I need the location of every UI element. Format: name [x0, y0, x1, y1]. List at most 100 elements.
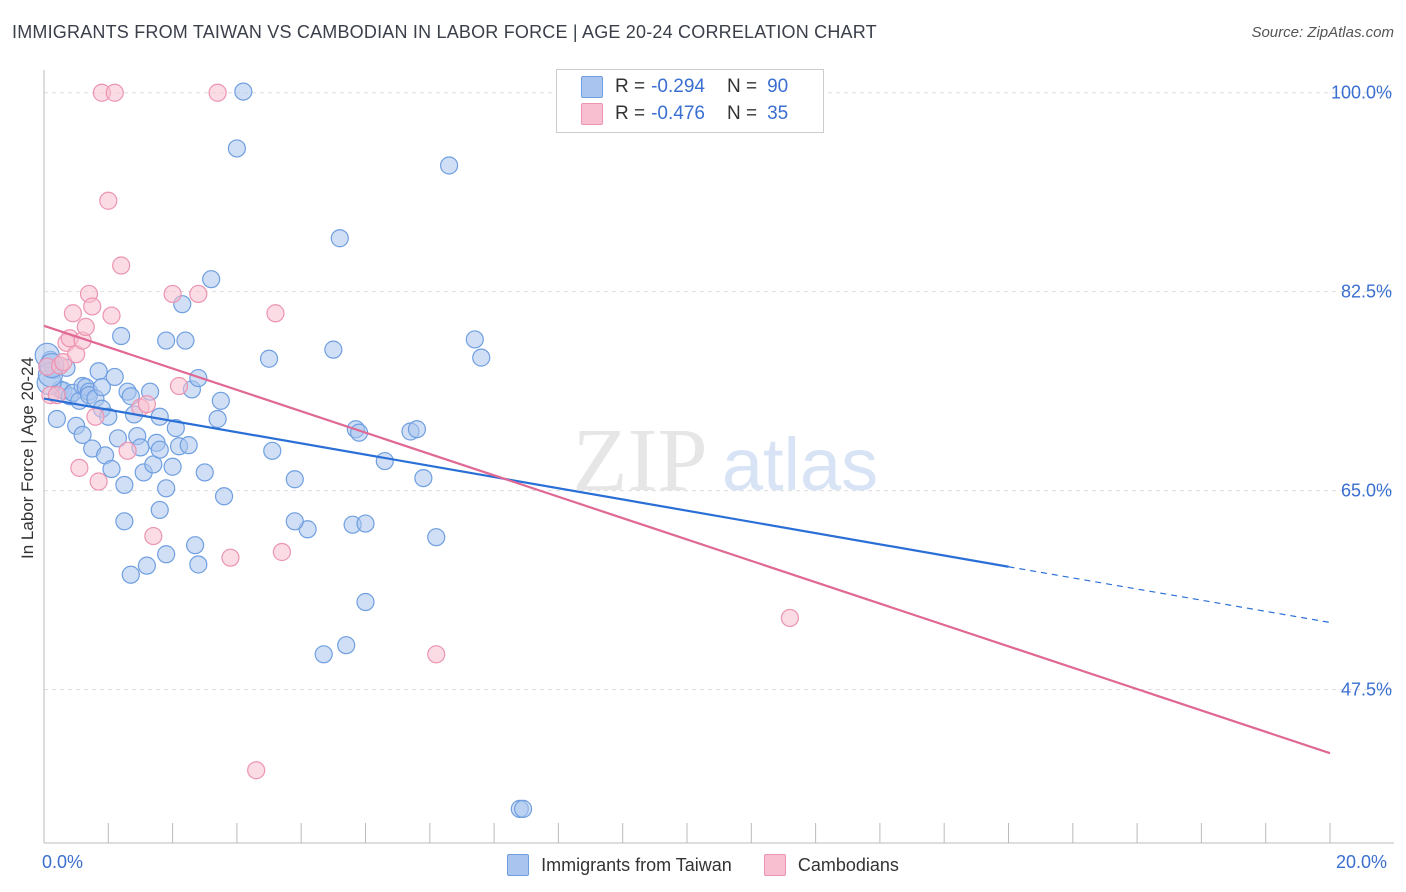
data-point-taiwan	[157, 331, 176, 350]
data-point-taiwan	[112, 326, 131, 346]
data-point-taiwan	[89, 362, 108, 381]
series-swatch-cambodian	[763, 854, 786, 876]
data-point-taiwan	[186, 536, 205, 555]
data-point-cambodian	[76, 317, 95, 337]
data-point-taiwan	[263, 441, 282, 460]
data-point-taiwan	[176, 331, 195, 350]
data-point-taiwan	[407, 420, 427, 439]
data-point-cambodian	[272, 542, 292, 562]
data-point-taiwan	[47, 409, 66, 429]
data-point-taiwan	[356, 592, 375, 612]
series-swatch-taiwan	[507, 854, 530, 876]
data-point-cambodian	[247, 761, 266, 780]
legend-row-cambodian: R = -0.476 N = 35	[581, 101, 788, 127]
data-point-cambodian	[118, 441, 137, 460]
data-point-taiwan	[115, 512, 134, 531]
data-point-taiwan	[285, 470, 304, 489]
legend-n-value: 90	[767, 76, 789, 97]
data-point-taiwan	[356, 514, 375, 533]
data-point-taiwan	[439, 156, 459, 175]
data-point-cambodian	[63, 304, 83, 323]
data-point-cambodian	[105, 83, 124, 102]
data-point-cambodian	[266, 304, 285, 323]
data-point-cambodian	[163, 284, 182, 304]
data-point-taiwan	[150, 440, 169, 459]
data-point-cambodian	[99, 191, 118, 210]
data-point-cambodian	[137, 395, 156, 414]
source-credit: Source: ZipAtlas.com	[1251, 24, 1394, 41]
data-point-taiwan	[513, 799, 533, 818]
data-point-taiwan	[115, 475, 134, 495]
correlation-legend: R = -0.294 N = 90 R = -0.476 N = 35	[556, 69, 824, 133]
y-tick-label: 82.5%	[1341, 282, 1392, 302]
data-point-taiwan	[427, 528, 446, 547]
data-point-taiwan	[211, 391, 230, 410]
legend-n-label: N =	[726, 103, 758, 124]
data-point-taiwan	[102, 459, 121, 479]
legend-swatch-cambodian	[581, 103, 603, 125]
data-point-taiwan	[208, 409, 227, 429]
data-point-taiwan	[375, 451, 394, 471]
data-point-taiwan	[105, 367, 124, 387]
y-tick-label: 100.0%	[1331, 83, 1392, 103]
data-point-taiwan	[259, 349, 279, 368]
data-point-taiwan	[73, 425, 92, 445]
data-point-taiwan	[472, 348, 491, 367]
data-point-cambodian	[780, 608, 799, 628]
y-axis-label: In Labor Force | Age 20-24	[18, 357, 37, 559]
data-point-taiwan	[166, 418, 185, 438]
y-tick-label: 65.0%	[1341, 481, 1392, 501]
data-point-taiwan	[330, 229, 349, 248]
legend-n-label: N =	[726, 76, 758, 97]
data-point-taiwan	[202, 270, 221, 289]
series-label-cambodian: Cambodians	[797, 854, 899, 875]
data-point-cambodian	[112, 256, 131, 275]
legend-row-taiwan: R = -0.294 N = 90	[581, 74, 788, 100]
data-point-cambodian	[83, 297, 102, 316]
data-point-taiwan	[189, 555, 208, 574]
y-tick-label: 47.5%	[1341, 680, 1392, 700]
data-point-taiwan	[337, 636, 356, 655]
series-legend-cambodian: Cambodians	[763, 854, 899, 876]
data-point-taiwan	[121, 565, 140, 584]
data-point-taiwan	[137, 556, 156, 575]
data-point-taiwan	[314, 645, 333, 664]
data-point-cambodian	[86, 407, 105, 426]
trendline-taiwan	[43, 397, 1009, 568]
data-point-cambodian	[144, 526, 163, 546]
data-point-taiwan	[163, 457, 182, 476]
data-point-taiwan	[227, 139, 246, 158]
chart-title: IMMIGRANTS FROM TAIWAN VS CAMBODIAN IN L…	[12, 22, 877, 42]
x-tick-label-min: 0.0%	[42, 852, 84, 872]
series-legend: Immigrants from Taiwan Cambodians	[0, 852, 1406, 878]
data-point-taiwan	[157, 545, 176, 564]
legend-r-value: -0.294	[651, 76, 705, 97]
data-point-cambodian	[102, 306, 121, 325]
data-point-cambodian	[70, 458, 89, 477]
legend-r-label: R =	[615, 103, 646, 124]
data-point-taiwan	[465, 330, 484, 349]
data-point-cambodian	[427, 645, 446, 664]
trendline-taiwan-extension	[1008, 566, 1331, 624]
legend-n-value: 35	[767, 103, 789, 124]
watermark-atlas: atlas	[722, 423, 878, 506]
series-legend-taiwan: Immigrants from Taiwan	[507, 854, 732, 876]
watermark-zip: ZIP	[573, 411, 708, 510]
data-point-taiwan	[92, 378, 111, 397]
trendline-cambodian	[43, 324, 1331, 755]
legend-r-label: R =	[615, 76, 646, 97]
data-point-taiwan	[150, 500, 169, 520]
data-point-cambodian	[221, 548, 240, 567]
data-point-taiwan	[234, 82, 253, 101]
data-point-taiwan	[179, 436, 198, 455]
data-point-cambodian	[89, 472, 108, 491]
data-point-taiwan	[195, 463, 214, 482]
data-point-taiwan	[324, 340, 343, 359]
legend-swatch-taiwan	[581, 76, 603, 98]
data-point-taiwan	[414, 468, 433, 488]
data-point-taiwan	[108, 429, 128, 448]
data-point-cambodian	[169, 376, 189, 396]
data-point-taiwan	[214, 487, 234, 506]
data-point-taiwan	[157, 479, 176, 498]
data-point-taiwan	[285, 512, 304, 531]
